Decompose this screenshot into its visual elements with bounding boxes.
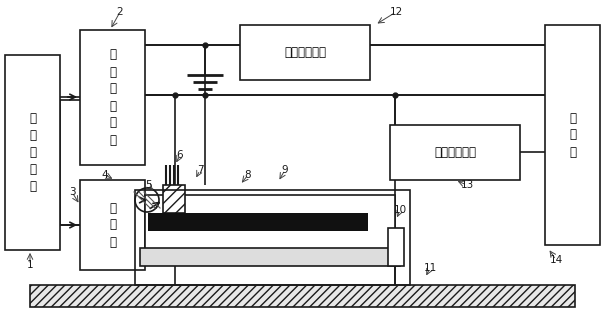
Text: 8: 8 [244, 170, 251, 180]
Text: 2: 2 [117, 7, 123, 17]
Text: 10: 10 [393, 205, 407, 215]
Text: 1: 1 [27, 260, 33, 270]
Bar [140, 248, 400, 266]
Text: 3: 3 [69, 187, 75, 197]
Text: 6: 6 [177, 150, 183, 160]
Text: 示
波
器: 示 波 器 [569, 112, 576, 158]
Text: 9: 9 [282, 165, 289, 175]
Bar [163, 185, 185, 213]
Bar [240, 25, 370, 80]
Text: 高
压
脉
冲
电
源: 高 压 脉 冲 电 源 [109, 49, 116, 147]
Text: 11: 11 [424, 263, 437, 273]
Bar [5, 55, 60, 250]
Text: 第一高压探头: 第一高压探头 [284, 46, 326, 59]
Text: 13: 13 [460, 180, 474, 190]
Bar [390, 125, 520, 180]
Text: 4: 4 [102, 170, 108, 180]
Text: 14: 14 [549, 255, 563, 265]
Text: 激
光
器: 激 光 器 [109, 202, 116, 248]
Bar [545, 25, 600, 245]
Text: 12: 12 [390, 7, 402, 17]
Bar [30, 285, 575, 307]
Text: 5: 5 [145, 180, 151, 190]
Bar [148, 213, 368, 231]
Text: 7: 7 [197, 165, 203, 175]
Text: 第二高压探头: 第二高压探头 [434, 146, 476, 159]
Bar [80, 30, 145, 165]
Bar [388, 228, 404, 266]
Text: 延
时
同
步
机: 延 时 同 步 机 [29, 112, 36, 193]
Bar [135, 190, 410, 285]
Bar [80, 180, 145, 270]
Bar [145, 195, 395, 250]
